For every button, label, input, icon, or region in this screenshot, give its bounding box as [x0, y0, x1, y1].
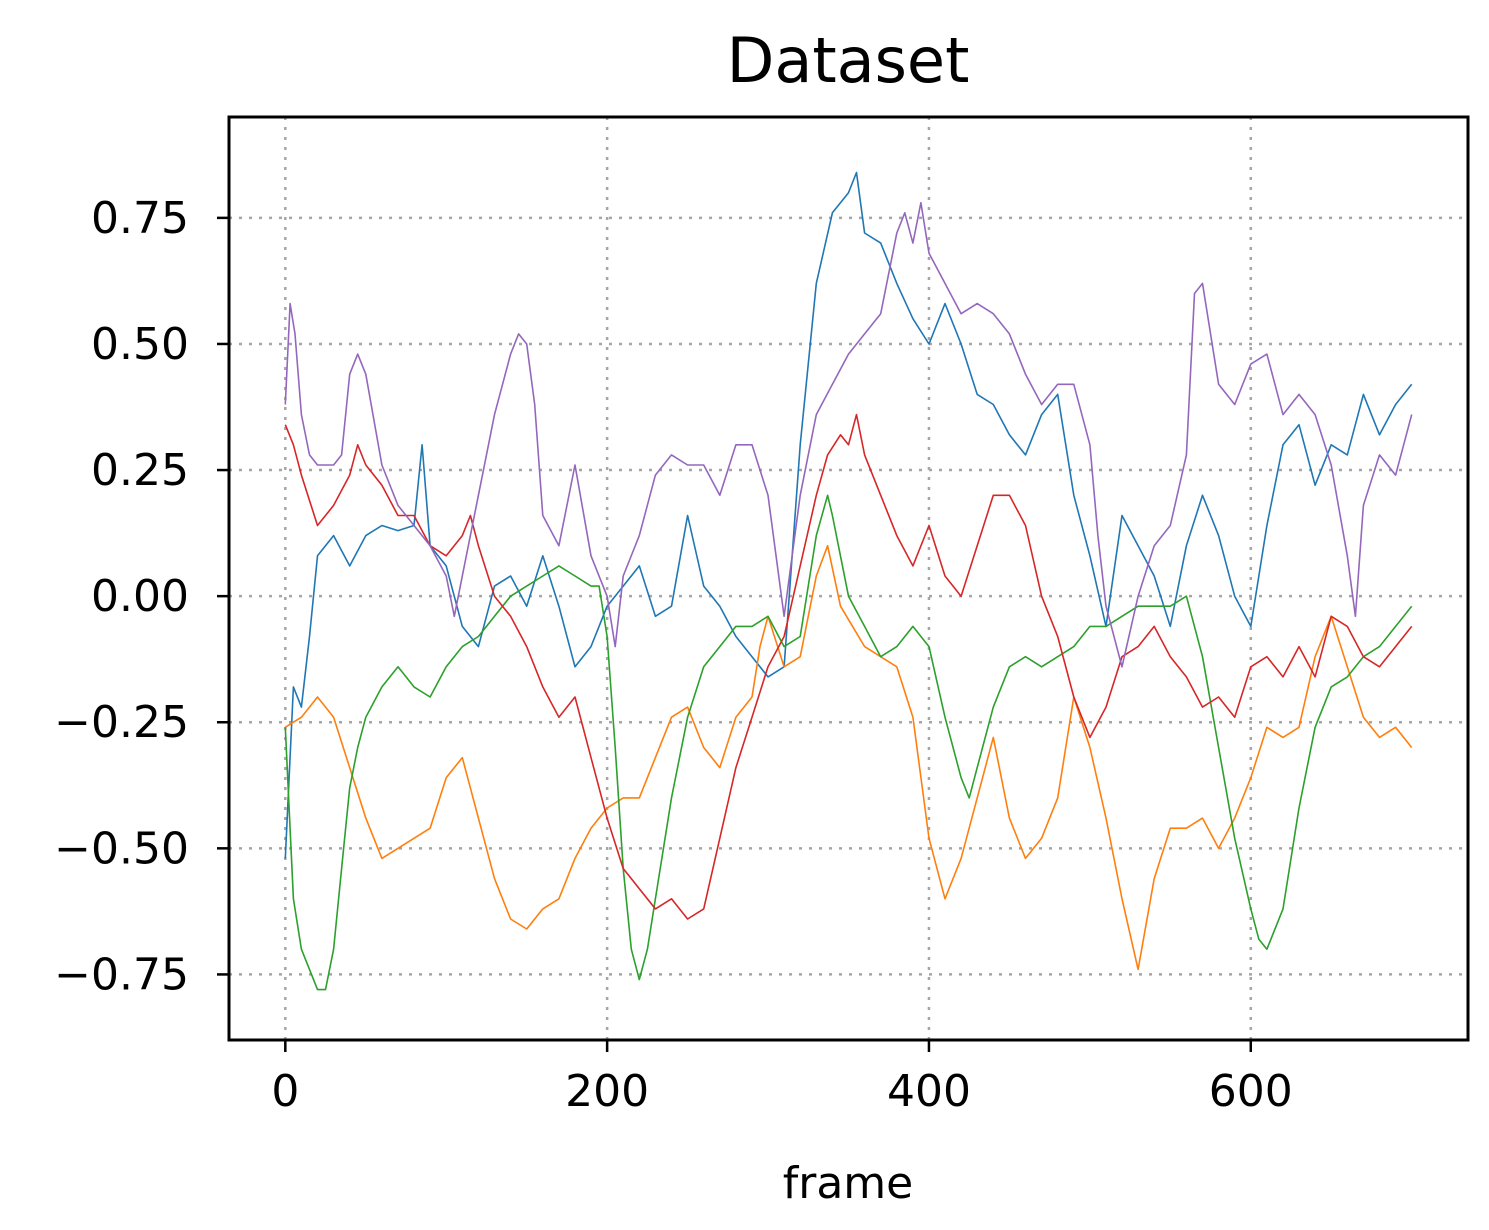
series-line-3 [284, 494, 1413, 991]
chart-title: Dataset [727, 24, 970, 97]
x-tick-label: 600 [1209, 1066, 1293, 1117]
x-axis-label: frame [783, 1158, 913, 1209]
y-tick-label: 0.50 [91, 319, 189, 370]
plot-frame [227, 115, 1470, 1042]
series-line-4 [284, 413, 1413, 920]
grid [229, 117, 1468, 1040]
x-tick-label: 400 [887, 1066, 971, 1117]
y-tick-label: 0.25 [91, 445, 189, 496]
y-tick-label: 0.00 [91, 571, 189, 622]
x-tick-label: 200 [565, 1066, 649, 1117]
series-group [284, 171, 1413, 991]
series-line-5 [284, 201, 1413, 668]
x-tick-label: 0 [271, 1066, 299, 1117]
y-tick-label: −0.50 [54, 823, 189, 874]
y-tick-label: −0.25 [54, 697, 189, 748]
series-line-2 [284, 544, 1413, 971]
series-line-1 [284, 171, 1413, 859]
y-tick-label: −0.75 [54, 949, 189, 1000]
y-tick-label: 0.75 [91, 193, 189, 244]
ticks: 0 200 400 600 0.75 0.50 0.25 0.00 −0.25 −0.50 −0.7… [54, 193, 1293, 1117]
